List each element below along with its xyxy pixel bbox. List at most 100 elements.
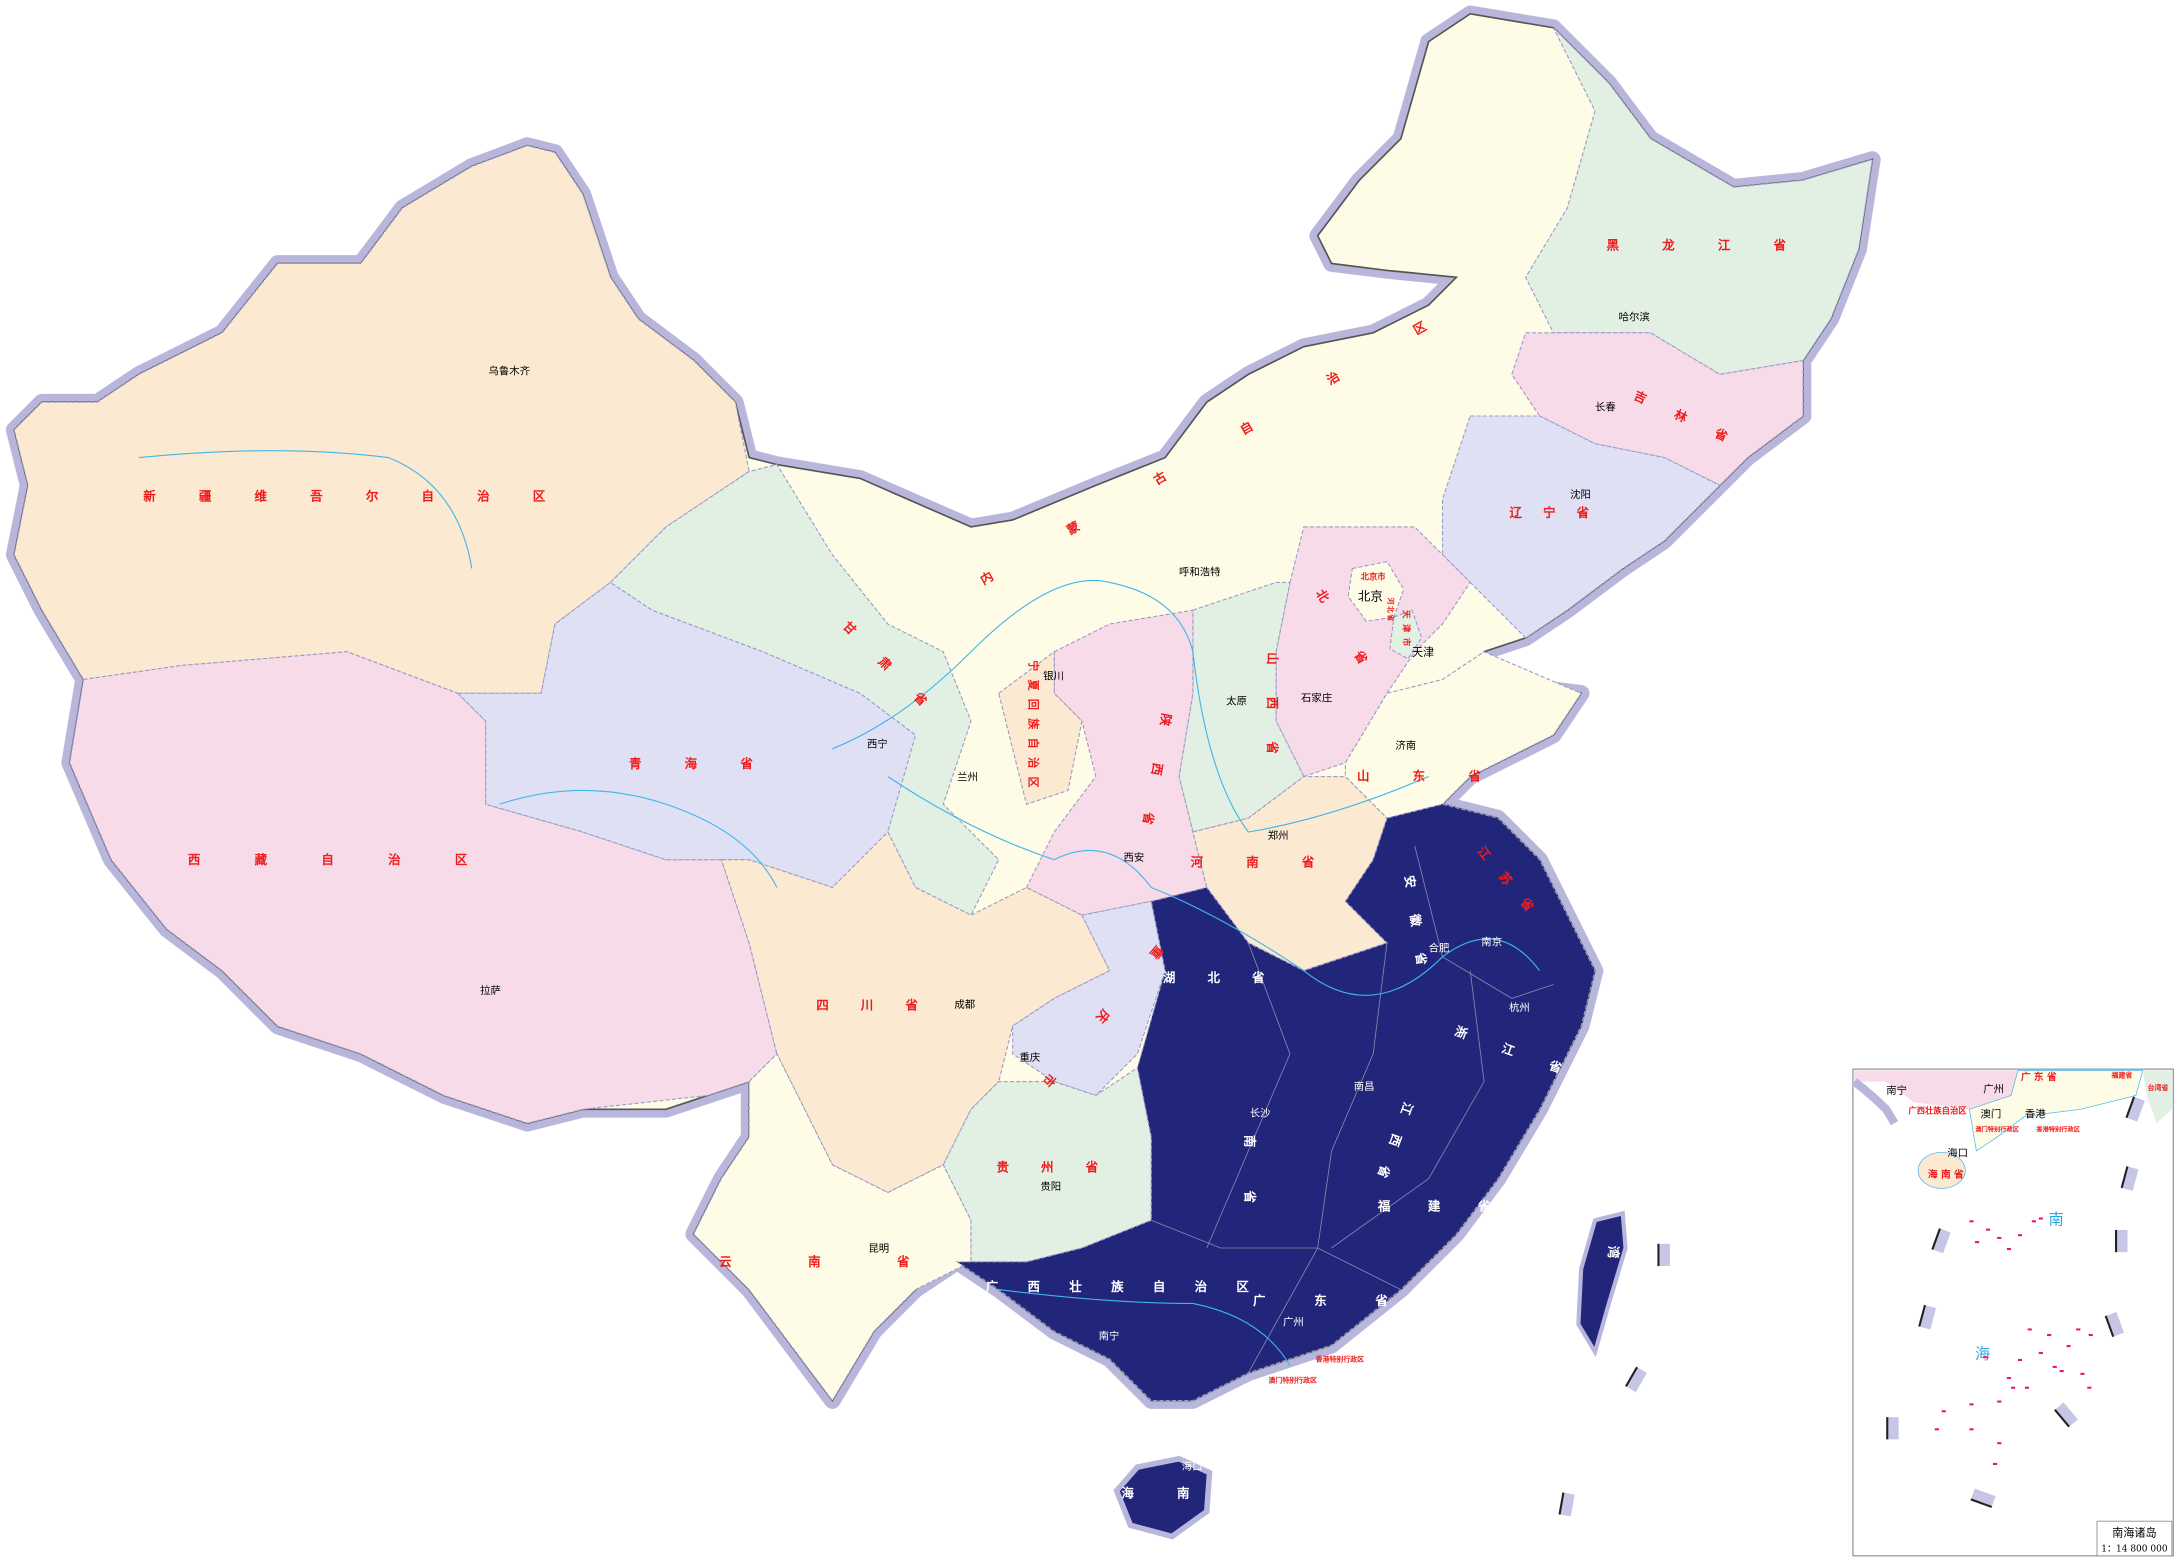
inset-islands (1934, 1217, 2093, 1466)
city-kunming: 昆明 (868, 1243, 889, 1255)
inset-sea-label-1: 南 (2048, 1210, 2063, 1228)
city-beijing: 北京 (1358, 588, 1383, 603)
label-fujian: 福 建 省 (1377, 1199, 1507, 1214)
island-mark (1941, 1410, 1946, 1413)
boundary-dash (2125, 1096, 2145, 1122)
island-mark (2006, 1248, 2012, 1251)
boundary-dash (1886, 1417, 1899, 1440)
province-yunnan (693, 1052, 972, 1402)
city-fuzhou: 福州 (1515, 1176, 1536, 1189)
city-nanjing: 南京 (1481, 936, 1502, 949)
boundary-dash (2115, 1229, 2128, 1253)
city-hefei: 合肥 (1429, 941, 1450, 954)
island-mark (1992, 1462, 1998, 1466)
island-mark (2088, 1333, 2093, 1337)
boundary-dash-line (1918, 1304, 1927, 1327)
inset-taiwan-region (2142, 1070, 2172, 1124)
island-mark (2038, 1217, 2043, 1220)
island-mark (2059, 1370, 2064, 1373)
inset-hainan-region (1917, 1151, 1966, 1189)
island-mark (1997, 1442, 2002, 1445)
province-jilin (1511, 332, 1804, 487)
label-macau: 澳门特别行政区 (1269, 1376, 1318, 1385)
boundary-dash-line (1931, 1228, 1941, 1250)
city-jinan: 济南 (1395, 739, 1416, 752)
label-ningxia: 宁夏回族自治区 (1026, 660, 1040, 796)
city-haikou: 海口 (1182, 1460, 1203, 1473)
label-henan: 河 南 省 (1191, 855, 1334, 870)
boundary-dash-line (2054, 1409, 2070, 1428)
city-taiyuan: 太原 (1226, 694, 1247, 707)
boundary-dash (1970, 1488, 1996, 1508)
province-hainan (1113, 1455, 1213, 1540)
island-mark (2011, 1386, 2016, 1389)
city-harbin: 哈尔滨 (1619, 310, 1650, 323)
inset-macau-sar: 澳门特别行政区 (1975, 1126, 2019, 1134)
city-urumqi: 乌鲁木齐 (488, 364, 530, 377)
island-mark (1986, 1228, 1991, 1231)
label-xizang: 西 藏 自 治 区 (188, 852, 492, 867)
inset-guangxi-region (1854, 1070, 2018, 1110)
island-mark (1969, 1428, 1974, 1431)
city-hohhot: 呼和浩特 (1179, 566, 1221, 578)
inset-guangzhou: 广州 (1983, 1084, 2004, 1096)
boundary-dash-line (2104, 1315, 2115, 1338)
river-yangtze (887, 776, 1540, 996)
province-shaanxi (1025, 609, 1208, 916)
city-lanzhou: 兰州 (957, 771, 978, 784)
province-heilongjiang (1525, 27, 1874, 375)
label-liaoning: 辽 宁 省 (1510, 505, 1598, 520)
boundary-dash-line (1886, 1417, 1889, 1440)
island-mark (1934, 1428, 1939, 1431)
city-zhengzhou: 郑州 (1268, 829, 1289, 842)
label-hongkong: 香港特别行政区 (1315, 1355, 1365, 1364)
boundary-dash-line (2125, 1096, 2136, 1119)
island-mark (1969, 1403, 1974, 1406)
province-henan (1192, 775, 1389, 972)
inset-scale: 1：14 800 000 (2101, 1545, 2168, 1555)
river-tarim (138, 450, 473, 569)
south-china-sea-inset: 南宁 广西壮族自治区 广 东 省 广州 澳门 香港 澳门特别行政区 香港特别行政… (1558, 1068, 2174, 1557)
city-nanning: 南宁 (1099, 1330, 1120, 1343)
island-mark (2076, 1328, 2081, 1331)
boundary-dash-line (1625, 1366, 1638, 1387)
province-taiwan (1576, 1210, 1628, 1358)
river-pearl (998, 1289, 1291, 1367)
island-mark (1969, 1220, 1974, 1223)
label-guangxi: 广 西 壮 族 自 治 区 (986, 1279, 1262, 1294)
guangxi-guangdong-border (1151, 1219, 1402, 1290)
island-mark (2024, 1386, 2030, 1389)
anhui-jiangsu-border (1414, 845, 1554, 999)
boundary-dash (2104, 1311, 2125, 1338)
inset-guangdong-region (1969, 1070, 2144, 1152)
fujian-border (1331, 970, 1485, 1249)
label-hunan: 南 省 (1243, 1135, 1258, 1223)
label-sichuan: 四 川 省 (816, 997, 931, 1012)
inset-haikou: 海口 (1947, 1146, 1968, 1159)
inset-hongkong-sar: 香港特别行政区 (2035, 1126, 2080, 1134)
island-mark (2017, 1358, 2023, 1362)
boundary-dash-line (2115, 1229, 2118, 1253)
inset-fujian: 福建省 (2111, 1070, 2133, 1079)
island-mark (2017, 1234, 2023, 1237)
city-changchun: 长春 (1595, 401, 1616, 413)
label-hebei-exclave: 河北省 (1386, 598, 1395, 623)
river-yellow (832, 579, 1429, 833)
province-tianjin (1389, 609, 1423, 660)
island-mark (2006, 1376, 2012, 1380)
rivers (138, 450, 1540, 1367)
city-xining: 西宁 (867, 737, 888, 750)
city-xian: 西安 (1124, 851, 1145, 864)
inset-nanning: 南宁 (1886, 1084, 1907, 1097)
inset-hongkong: 香港 (2025, 1109, 2046, 1121)
island-mark (2080, 1372, 2085, 1375)
inset-guangdong: 广 东 省 (2021, 1070, 2057, 1083)
city-hangzhou: 杭州 (1509, 1001, 1530, 1014)
inset-hainan: 海 南 省 (1928, 1167, 1964, 1180)
city-chengdu: 成都 (954, 999, 975, 1011)
city-guiyang: 贵阳 (1040, 1180, 1061, 1193)
inset-title: 南海诸岛 (2112, 1525, 2156, 1539)
inset-macau: 澳门 (1981, 1108, 2002, 1121)
label-shandong: 山 东 省 (1357, 769, 1500, 784)
